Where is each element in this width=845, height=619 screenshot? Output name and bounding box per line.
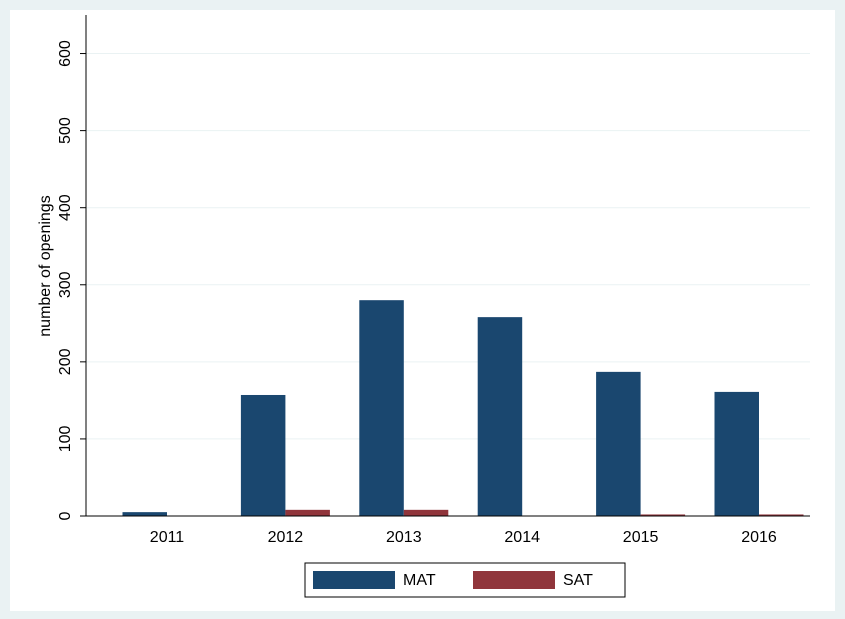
bar [285,509,330,516]
legend-swatch [473,571,555,589]
legend-label: MAT [403,572,436,589]
y-tick-label: 200 [57,348,74,375]
bar [359,300,404,516]
y-tick-label: 0 [57,511,74,520]
y-tick-label: 600 [57,40,74,67]
bar [240,394,286,516]
y-tick-label: 400 [57,194,74,221]
y-tick-label: 500 [57,117,74,144]
x-tick-label: 2011 [150,529,185,546]
y-tick-label: 100 [57,425,74,452]
legend-swatch [313,571,395,589]
bar [403,509,449,516]
bar [714,391,759,516]
bar [759,514,804,516]
x-tick-label: 2012 [268,529,304,546]
legend-box [304,562,626,598]
x-tick-label: 2014 [504,529,540,546]
legend-label: SAT [563,572,593,589]
x-tick-label: 2016 [741,529,777,546]
bar [477,317,523,516]
graph-region [10,10,835,611]
y-tick-label: 300 [57,271,74,298]
bar [122,512,167,516]
x-tick-label: 2013 [386,529,422,546]
x-tick-label: 2015 [623,529,659,546]
bar [640,514,686,516]
bar [596,371,641,516]
y-axis-title: number of openings [37,195,54,336]
